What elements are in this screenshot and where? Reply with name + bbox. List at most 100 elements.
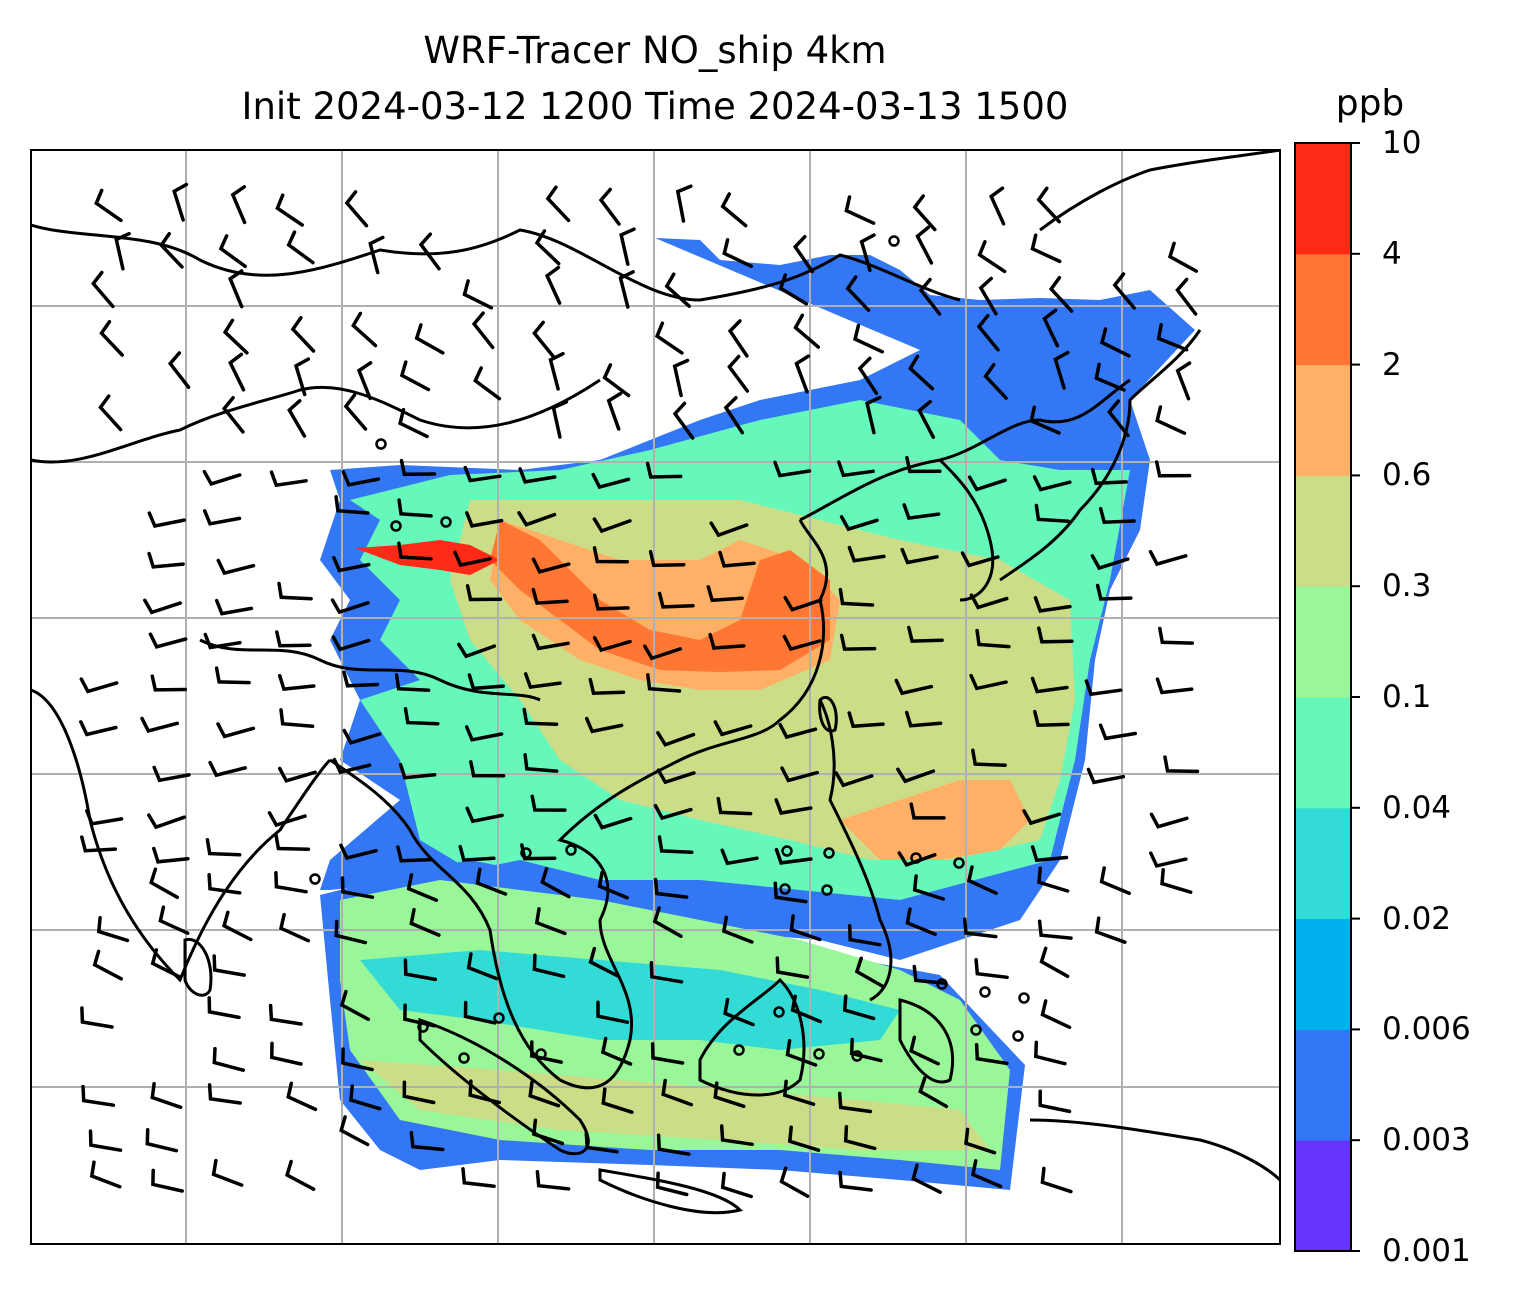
wind-barb-298 xyxy=(402,1080,436,1105)
wind-barb-190 xyxy=(277,766,317,783)
wind-barb-302 xyxy=(661,1078,694,1107)
wind-barb-165 xyxy=(588,677,626,695)
wind-barb-66 xyxy=(794,354,811,394)
wind-barb-72 xyxy=(1175,361,1192,401)
wind-barb-183 xyxy=(778,722,818,740)
wind-barb-180 xyxy=(584,716,624,734)
wind-barb-323 xyxy=(461,1167,496,1188)
wind-barb-144 xyxy=(275,630,312,648)
wind-barb-73 xyxy=(98,394,123,432)
wind-barb-23 xyxy=(859,233,876,273)
wind-barb-258 xyxy=(92,949,123,981)
calm-wind-marker-22 xyxy=(773,1006,785,1018)
colorbar-segment-0 xyxy=(1295,1140,1351,1252)
wind-barb-96 xyxy=(837,460,875,478)
wind-barb-92 xyxy=(518,467,557,484)
wind-barb-160 xyxy=(277,673,316,691)
wind-barb-292 xyxy=(1034,1040,1067,1066)
wind-barb-131 xyxy=(330,598,370,615)
wind-barb-80 xyxy=(672,401,695,440)
colorbar-segment-8 xyxy=(1295,253,1351,366)
wind-barb-172 xyxy=(79,720,118,737)
wind-barb-147 xyxy=(531,633,570,651)
border-himalaya xyxy=(199,638,541,702)
wind-barb-219 xyxy=(396,845,433,863)
colorbar-label-6: 0.3 xyxy=(1382,568,1432,605)
wind-barb-318 xyxy=(964,1127,997,1155)
colorbar-segment-1 xyxy=(1295,1029,1351,1141)
wind-barb-240 xyxy=(1037,866,1070,893)
field-region-north-5 xyxy=(490,520,830,672)
wind-barb-50 xyxy=(793,313,821,349)
wind-barb-77 xyxy=(398,407,429,439)
coastline-new-guinea xyxy=(1029,1118,1280,1182)
calm-wind-marker-18 xyxy=(417,1021,429,1033)
wind-barb-203 xyxy=(147,813,187,830)
wind-barb-143 xyxy=(203,632,242,650)
wind-barb-173 xyxy=(140,716,180,733)
wind-barb-20 xyxy=(619,227,636,266)
border-china-west xyxy=(31,378,601,464)
wind-barb-157 xyxy=(79,677,119,694)
concentration-field xyxy=(320,238,1195,1190)
wind-barb-231 xyxy=(340,876,375,899)
wind-barb-35 xyxy=(845,275,871,312)
wind-barb-152 xyxy=(839,633,877,651)
wind-barb-52 xyxy=(976,313,1000,352)
wind-barb-226 xyxy=(1030,845,1069,863)
wind-barb-268 xyxy=(912,964,948,986)
wind-barb-26 xyxy=(1030,233,1062,264)
colorbar-segment-7 xyxy=(1295,364,1351,476)
wind-barb-119 xyxy=(531,557,571,574)
wind-barb-134 xyxy=(592,593,630,611)
wind-barb-51 xyxy=(853,323,885,354)
wind-barb-305 xyxy=(837,1091,873,1114)
wind-barb-188 xyxy=(152,765,191,783)
wind-barb-242 xyxy=(1160,867,1193,894)
calm-wind-marker-17 xyxy=(1012,1030,1024,1042)
wind-barb-308 xyxy=(88,1129,123,1152)
wind-barb-290 xyxy=(909,1035,940,1066)
wind-barb-194 xyxy=(523,753,559,773)
calm-wind-marker-10 xyxy=(821,884,833,896)
wind-barb-309 xyxy=(145,1127,179,1153)
wind-barb-125 xyxy=(960,551,1000,568)
calm-wind-marker-12 xyxy=(953,857,965,869)
colorbar-label-5: 0.1 xyxy=(1382,679,1432,715)
wind-barb-239 xyxy=(966,865,998,895)
wind-barb-235 xyxy=(597,870,629,900)
wind-barb-168 xyxy=(969,673,1008,691)
wind-barb-33 xyxy=(664,272,691,308)
wind-barb-167 xyxy=(894,678,934,696)
wind-barb-17 xyxy=(368,235,385,275)
colorbar-segment-5 xyxy=(1295,586,1351,698)
wind-barb-171 xyxy=(1155,677,1194,695)
calm-wind-marker-16 xyxy=(970,1024,982,1036)
coastline-japan xyxy=(999,329,1202,582)
wind-barb-170 xyxy=(1084,679,1123,697)
wind-barb-71 xyxy=(1094,362,1126,392)
calm-wind-marker-11 xyxy=(910,852,922,864)
wind-barb-2 xyxy=(230,185,247,225)
coastline-indochina xyxy=(329,519,829,1090)
wind-barb-325 xyxy=(655,1171,689,1197)
wind-barb-248 xyxy=(409,907,441,937)
coastline-taiwan xyxy=(818,696,838,733)
wind-barb-67 xyxy=(857,356,879,396)
wind-barb-132 xyxy=(465,584,503,602)
wind-barb-100 xyxy=(1090,467,1128,486)
wind-barb-313 xyxy=(584,1131,619,1154)
wind-barb-141 xyxy=(1095,583,1133,601)
wind-barb-166 xyxy=(646,673,682,693)
wind-barb-28 xyxy=(91,270,115,309)
wind-barb-42 xyxy=(222,318,249,355)
wind-barb-145 xyxy=(331,635,371,652)
wind-barb-284 xyxy=(341,1047,374,1072)
wind-barb-285 xyxy=(530,1040,563,1064)
colorbar-label-8: 2 xyxy=(1382,346,1402,383)
wind-barb-32 xyxy=(618,270,635,309)
wind-barb-210 xyxy=(774,798,813,815)
wind-barb-158 xyxy=(150,674,188,692)
wind-barb-251 xyxy=(721,915,754,944)
wind-barb-61 xyxy=(473,366,502,401)
